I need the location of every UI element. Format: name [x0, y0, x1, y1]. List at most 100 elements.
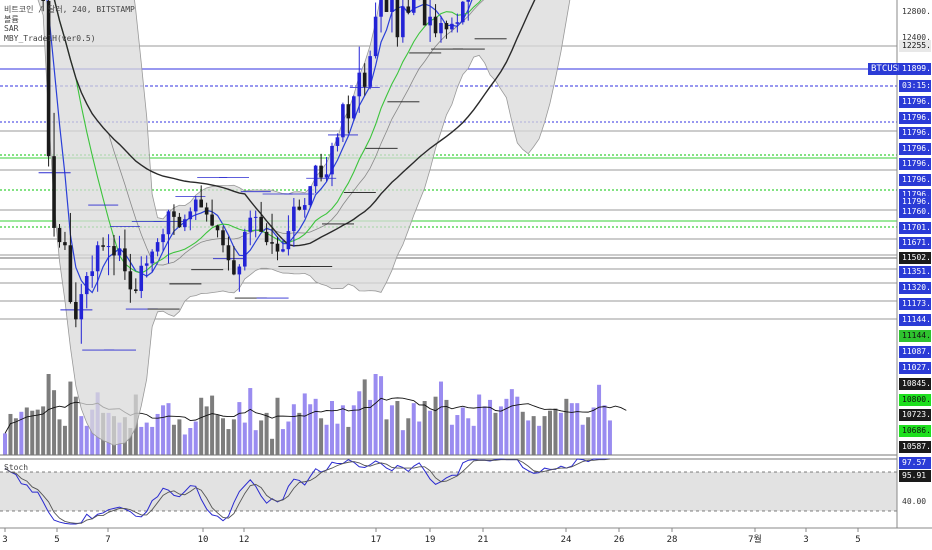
price-axis-label: 11796.37 — [899, 143, 931, 155]
candle-body — [134, 289, 138, 291]
candle-body — [123, 248, 127, 272]
volume-bar — [526, 420, 531, 455]
volume-bar — [379, 376, 384, 455]
volume-bar — [84, 425, 89, 455]
volume-bar — [139, 426, 144, 455]
volume-bar — [351, 405, 356, 455]
candle-body — [95, 245, 100, 272]
candle-body — [281, 249, 285, 252]
candle-body — [264, 231, 269, 243]
candle-body — [221, 230, 225, 246]
symbol-tag: BTCUSD — [868, 63, 907, 75]
price-axis-label: 12800.00 — [902, 7, 931, 16]
price-axis-label: 11796.37 — [899, 158, 931, 170]
volume-bar — [591, 407, 596, 455]
volume-bar — [520, 411, 525, 455]
candle-body — [210, 214, 214, 226]
candle-body — [183, 219, 187, 228]
volume-bar — [259, 420, 264, 455]
candle-body — [428, 16, 432, 26]
candle-body — [259, 216, 263, 232]
volume-bar — [537, 425, 542, 455]
volume-bar — [373, 374, 378, 455]
volume-bar — [357, 391, 362, 455]
price-axis-label: 12255.07 — [899, 40, 931, 52]
candle-body — [319, 165, 323, 178]
volume-bar — [150, 426, 155, 455]
volume-bar — [73, 396, 78, 455]
candle-body — [352, 96, 356, 119]
candle-body — [384, 0, 389, 12]
header-volume: 볼륨 — [4, 15, 19, 24]
volume-bar — [340, 405, 345, 455]
volume-bar — [253, 430, 258, 455]
candle-body — [406, 6, 411, 13]
volume-bar — [395, 401, 400, 455]
volume-bar — [248, 388, 253, 455]
volume-bar — [553, 408, 558, 455]
volume-bar — [406, 418, 411, 455]
volume-bar — [231, 419, 236, 455]
volume-bar — [8, 413, 13, 455]
volume-bar — [569, 403, 574, 455]
candle-body — [57, 227, 62, 243]
ma-fast-line — [46, 0, 473, 294]
price-axis-label: 11320.83 — [899, 282, 931, 294]
volume-bar — [275, 397, 280, 455]
candle-body — [450, 23, 454, 30]
time-tick-label: 3 — [2, 535, 7, 545]
candle-body — [368, 56, 372, 87]
volume-bar — [389, 405, 394, 455]
candle-body — [177, 216, 182, 228]
volume-bar — [466, 418, 471, 455]
volume-bar — [575, 403, 580, 455]
price-axis-label: 11760.22 — [899, 206, 931, 218]
candle-body — [139, 265, 144, 291]
volume-bar — [161, 405, 166, 455]
volume-bar — [439, 381, 443, 455]
volume-bar — [237, 402, 242, 455]
volume-bar — [607, 420, 612, 455]
volume-bar — [177, 419, 182, 455]
stoch-axis-label: 95.91 — [899, 470, 931, 482]
price-axis-label: 11351.58 — [899, 266, 931, 278]
volume-bar — [210, 395, 215, 455]
candle-body — [466, 0, 471, 2]
price-axis-label: 11173.94 — [899, 298, 931, 310]
header-indicator: MBY_Trade1H(ver0.5) — [4, 34, 96, 43]
volume-bar — [411, 403, 416, 455]
price-axis-label: 11027.05 — [899, 362, 931, 374]
time-tick-label: 24 — [561, 535, 572, 545]
candle-body — [90, 271, 94, 276]
countdown-label: 03:15:42 — [899, 80, 931, 92]
volume-bar — [488, 399, 493, 455]
volume-bar — [297, 412, 302, 455]
price-axis-label: 10800.69 — [899, 394, 931, 406]
volume-bar — [171, 424, 176, 455]
candle-body — [444, 23, 449, 30]
candle-body — [188, 211, 193, 220]
volume-bar — [46, 374, 51, 455]
stoch-title: Stoch — [4, 463, 29, 472]
candle-body — [106, 246, 111, 248]
candle-body — [68, 245, 73, 303]
stoch-band — [0, 472, 897, 511]
volume-bar — [242, 422, 247, 455]
time-tick-label: 19 — [425, 535, 436, 545]
stoch-d-line — [4, 458, 611, 524]
price-axis-label: 11796.37 — [899, 127, 931, 139]
candle-body — [204, 207, 209, 215]
price-axis-label: 10686.33 — [899, 425, 931, 437]
volume-bar — [302, 393, 307, 455]
candle-body — [41, 0, 45, 1]
volume-bar — [449, 424, 454, 455]
price-axis-label: 10587.43 — [899, 441, 931, 453]
price-axis-label: 10845.30 — [899, 378, 931, 390]
candle-body — [286, 231, 291, 250]
volume-bar — [602, 405, 607, 455]
volume-bar — [422, 401, 427, 455]
candle-body — [144, 263, 149, 266]
moving-averages — [46, 0, 536, 294]
volume-bar — [182, 434, 187, 455]
price-axis-label: 11796.37 — [899, 174, 931, 186]
